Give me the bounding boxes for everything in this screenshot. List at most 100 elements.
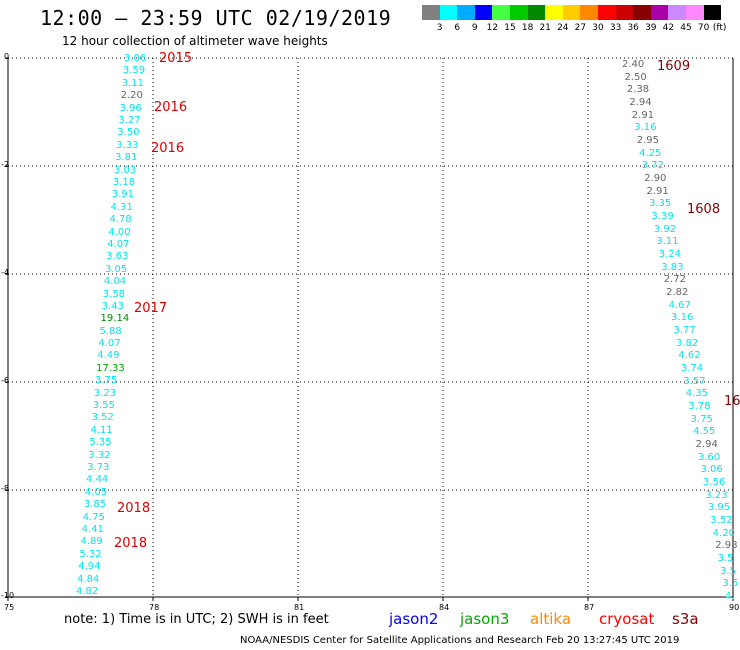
legend-label: 18 <box>521 23 534 33</box>
legend-label: 24 <box>557 23 569 33</box>
wave-height-value: 3.16 <box>634 122 657 134</box>
wave-height-value: 3.39 <box>651 211 674 222</box>
wave-height-value: 19.14 <box>100 313 130 325</box>
wave-height-value: 3.95 <box>707 502 731 514</box>
legend-label: 39 <box>645 23 657 33</box>
wave-height-value: 3.52 <box>91 412 114 424</box>
legend-swatch <box>580 5 598 20</box>
wave-height-value: 3.03 <box>113 164 137 176</box>
y-tick-label: -10 <box>1 591 15 600</box>
satellite-cryosat: cryosat <box>599 610 655 628</box>
wave-height-value: 3.55 <box>92 400 115 412</box>
x-tick-label: 90 <box>729 603 740 612</box>
legend-swatch <box>650 5 669 20</box>
legend-label: 3 <box>436 23 443 33</box>
legend-unit: (ft) <box>712 23 727 33</box>
wave-height-value: 3.81 <box>115 152 138 164</box>
wave-height-value: 3.18 <box>112 176 136 188</box>
wave-height-value: 3.75 <box>94 375 118 387</box>
wave-height-value: 4.41 <box>81 524 104 536</box>
y-tick-label: -6 <box>1 376 9 385</box>
wave-height-value: 4.75 <box>82 511 105 523</box>
legend-label: 9 <box>471 23 478 33</box>
wave-height-value: 2.94 <box>629 97 652 108</box>
pass-label: 2018 <box>114 536 148 551</box>
wave-height-value: 4.07 <box>98 338 121 350</box>
wave-height-value: 4.94 <box>78 561 101 573</box>
legend-swatch <box>439 5 458 20</box>
pass-label: 2016 <box>151 141 185 156</box>
satellite-jason2: jason2 <box>389 610 439 628</box>
wave-height-value: 4.62 <box>678 350 701 362</box>
wave-height-value: 5.35 <box>89 437 112 449</box>
legend-swatch <box>686 5 704 20</box>
legend-swatch <box>562 5 581 20</box>
legend-swatch <box>457 5 475 20</box>
wave-height-value: 4.00 <box>108 226 131 238</box>
legend-swatch <box>492 5 510 20</box>
wave-height-value: 3.56 <box>702 477 726 488</box>
pass-label: 16 <box>724 394 740 409</box>
wave-height-value: 3.91 <box>111 189 134 201</box>
pass-label: 2016 <box>154 100 188 115</box>
wave-height-value: 2.98 <box>715 540 738 552</box>
wave-height-value: 4.82 <box>76 586 99 597</box>
legend-swatch <box>633 5 651 20</box>
legend-label: 21 <box>539 23 551 33</box>
wave-height-value: 3.63 <box>106 251 129 263</box>
pass-label: 2017 <box>134 301 168 316</box>
wave-height-value: 3.5 <box>722 578 739 590</box>
satellite-altika: altika <box>530 610 572 628</box>
legend-label: 70 <box>697 23 710 33</box>
wave-height-value: 4.04 <box>103 276 127 288</box>
wave-height-value: 3.59 <box>122 65 146 77</box>
y-tick-label: 0 <box>4 52 10 61</box>
wave-height-value: 3.23 <box>93 387 117 399</box>
wave-height-value: 3.50 <box>117 127 140 139</box>
legend-label: 45 <box>680 23 692 33</box>
wave-height-value: 3.11 <box>656 236 679 248</box>
wave-height-value: 4. <box>725 591 735 602</box>
legend-label: 27 <box>574 23 587 33</box>
wave-height-value: 4.07 <box>107 238 130 250</box>
wave-height-value: 4.89 <box>80 536 103 548</box>
legend-swatch <box>668 5 686 20</box>
wave-height-value: 3.35 <box>648 198 672 210</box>
wave-height-value: 3.06 <box>124 53 147 64</box>
footer-note: note: 1) Time is in UTC; 2) SWH is in fe… <box>64 612 329 627</box>
satellite-s3a: s3a <box>672 610 699 628</box>
wave-height-value: 5.32 <box>79 548 102 560</box>
legend-swatch <box>615 5 634 20</box>
wave-height-value: 3.23 <box>705 489 728 501</box>
wave-height-value: 4.67 <box>668 299 691 311</box>
map-subtitle: 12 hour collection of altimeter wave hei… <box>62 34 328 48</box>
wave-height-value: 2.94 <box>695 439 718 450</box>
wave-height-value: 3.83 <box>661 261 684 273</box>
satellite-jason3: jason3 <box>460 610 510 628</box>
legend-swatch <box>422 5 440 20</box>
legend-swatch <box>527 5 546 20</box>
legend-label: 42 <box>662 23 675 33</box>
wave-height-value: 5.88 <box>99 325 122 337</box>
wave-height-value: 2.90 <box>644 173 667 184</box>
legend-label: 30 <box>592 23 604 33</box>
legend-swatch <box>703 5 722 20</box>
wave-height-value: 4.44 <box>86 474 109 486</box>
wave-height-value: 3.75 <box>690 413 713 425</box>
wave-height-value: 2.72 <box>663 274 686 286</box>
wave-height-value: 3.11 <box>121 77 145 89</box>
wave-height-value: 4.49 <box>97 350 120 362</box>
y-tick-label: -4 <box>1 268 9 277</box>
color-legend: 3 6 9 12 15 18 21 24 27 30 33 36 39 42 45 70 (ft) <box>0 0 740 40</box>
wave-height-value: 3.85 <box>83 499 107 511</box>
wave-height-value: 3.06 <box>700 464 723 476</box>
wave-height-value: 3.52 <box>710 515 733 526</box>
wave-height-value: 3.5 <box>720 565 736 577</box>
wave-height-value: 3.58 <box>102 288 126 300</box>
wave-height-value: 4.84 <box>77 573 100 585</box>
wave-height-value: 3.60 <box>698 451 721 463</box>
legend-label: 33 <box>609 23 622 33</box>
legend-label: 12 <box>486 23 499 33</box>
wave-height-value: 2.50 <box>624 71 647 83</box>
wave-height-value: 3.27 <box>118 114 141 126</box>
